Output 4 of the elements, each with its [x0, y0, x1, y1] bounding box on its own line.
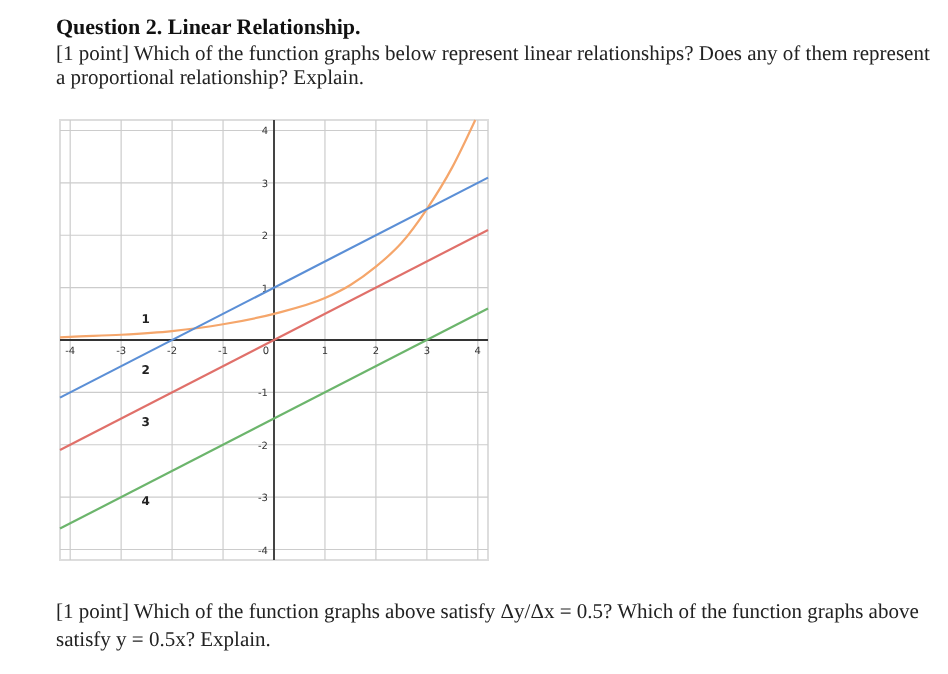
line-series: [58, 118, 477, 339]
chart-title: Question 2. Linear Relationship.: [56, 16, 362, 40]
text: [1 point] Which of the function graphs above satisfy Δy/Δx = 0.5? Which of the function graphs above satisfy y = 0.5x? Explain.: [56, 602, 920, 652]
chart-subtitle: [1 point] Which of the function graphs below represent linear relationships? Does any of them represent a proportional relationship? Explain.: [56, 44, 930, 90]
